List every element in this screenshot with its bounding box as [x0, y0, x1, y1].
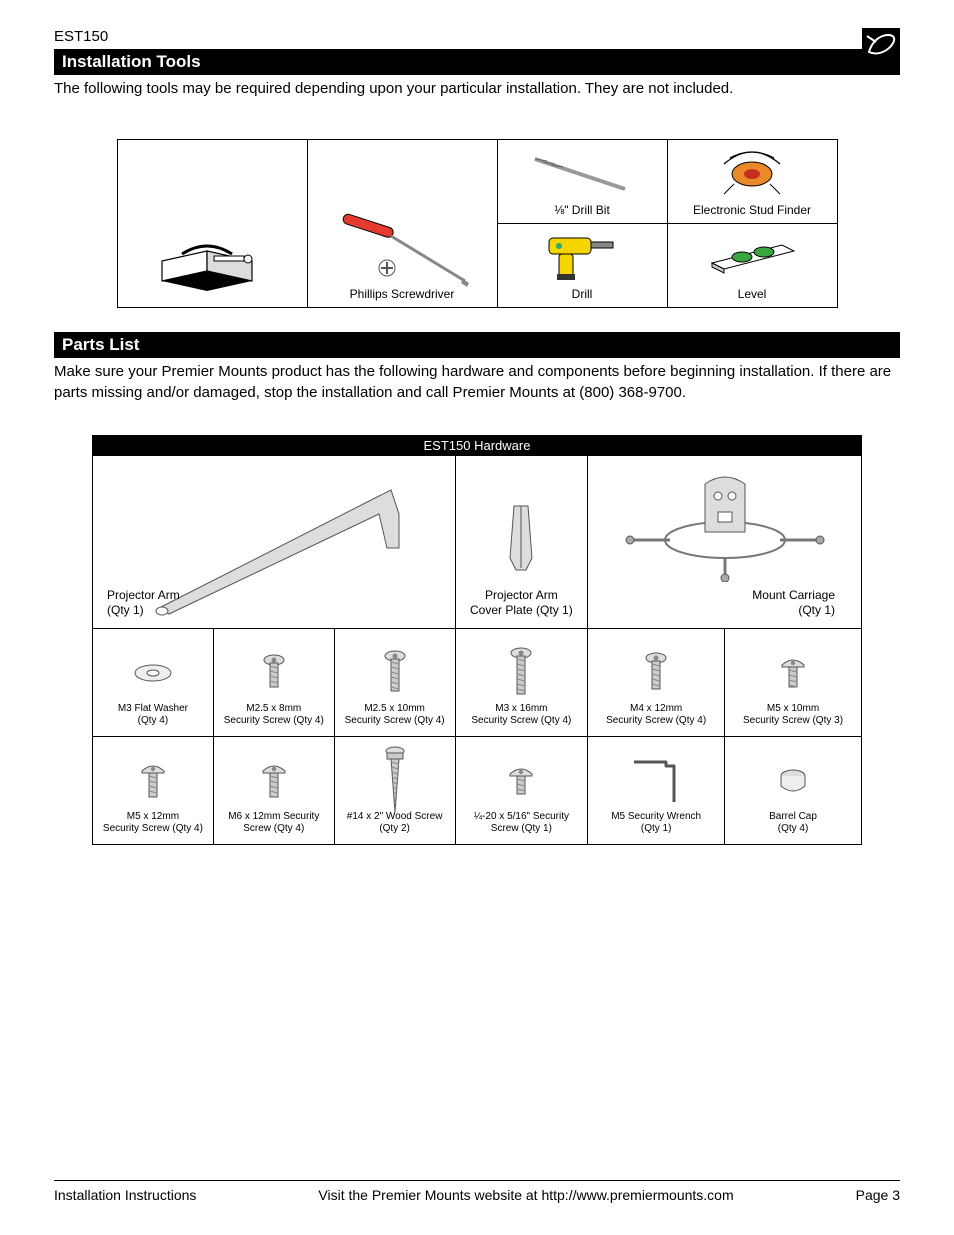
- mount-carriage-icon: [610, 462, 840, 582]
- hardware-name: M2.5 x 10mm: [364, 703, 425, 714]
- hardware-icon: [460, 646, 584, 701]
- hardware-cell: M5 x 12mmSecurity Screw (Qty 4): [93, 736, 214, 844]
- cover-plate-qty: Cover Plate (Qty 1): [470, 603, 573, 617]
- hardware-name: M5 x 12mm: [127, 811, 179, 822]
- page-footer: Installation Instructions Visit the Prem…: [54, 1180, 900, 1203]
- projector-arm-name: Projector Arm: [107, 588, 180, 602]
- hardware-icon: [97, 754, 209, 809]
- hardware-qty: Security Screw (Qty 4): [103, 823, 203, 834]
- footer-left: Installation Instructions: [54, 1187, 196, 1203]
- hardware-cell: M3 Flat Washer(Qty 4): [93, 628, 214, 736]
- stud-finder-icon: [674, 144, 831, 199]
- hardware-icon: [97, 646, 209, 701]
- hardware-icon: [460, 754, 584, 809]
- hardware-cell: M2.5 x 10mmSecurity Screw (Qty 4): [334, 628, 455, 736]
- tools-intro-text: The following tools may be required depe…: [54, 75, 900, 109]
- hardware-name: M6 x 12mm Security: [228, 811, 319, 822]
- brand-logo-icon: [862, 28, 900, 62]
- hardware-cell: M5 x 10mmSecurity Screw (Qty 3): [725, 628, 862, 736]
- stud-finder-label: Electronic Stud Finder: [674, 199, 831, 217]
- projector-arm-qty: (Qty 1): [107, 603, 144, 617]
- hardware-icon: [339, 646, 451, 701]
- hardware-qty: (Qty 2): [379, 823, 410, 834]
- parts-intro-text: Make sure your Premier Mounts product ha…: [54, 358, 900, 413]
- level-label: Level: [674, 283, 831, 301]
- hardware-qty: Security Screw (Qty 4): [471, 715, 571, 726]
- mount-carriage-qty: (Qty 1): [798, 603, 835, 617]
- section-installation-tools: Installation Tools: [54, 49, 900, 75]
- hardware-icon: [592, 646, 720, 701]
- parts-table-header: EST150 Hardware: [93, 435, 862, 455]
- hardware-cell: M3 x 16mmSecurity Screw (Qty 4): [455, 628, 588, 736]
- hardware-name: M5 x 10mm: [767, 703, 819, 714]
- hardware-icon: [592, 754, 720, 809]
- model-code: EST150: [54, 28, 108, 47]
- hardware-icon: [218, 646, 330, 701]
- hardware-qty: (Qty 4): [778, 823, 809, 834]
- drill-label: Drill: [504, 283, 661, 301]
- footer-middle: Visit the Premier Mounts website at http…: [196, 1187, 855, 1203]
- hardware-qty: Security Screw (Qty 3): [743, 715, 843, 726]
- hardware-name: M2.5 x 8mm: [246, 703, 301, 714]
- cover-plate-icon: [496, 498, 546, 578]
- tools-table: Phillips Screwdriver ⅛" Drill Bit: [117, 139, 838, 308]
- section-parts-list: Parts List: [54, 332, 900, 358]
- hardware-icon: [729, 646, 857, 701]
- hardware-qty: Security Screw (Qty 4): [224, 715, 324, 726]
- parts-table: EST150 Hardware Projector Arm (Qty 1): [92, 435, 862, 845]
- hardware-qty: Security Screw (Qty 4): [606, 715, 706, 726]
- hardware-qty: Screw (Qty 4): [243, 823, 304, 834]
- hardware-qty: (Qty 1): [641, 823, 672, 834]
- hardware-cell: M2.5 x 8mmSecurity Screw (Qty 4): [213, 628, 334, 736]
- hardware-name: Barrel Cap: [769, 811, 817, 822]
- hardware-name: #14 x 2" Wood Screw: [347, 811, 443, 822]
- toolbox-icon: [124, 231, 301, 301]
- hardware-name: M3 x 16mm: [495, 703, 547, 714]
- hardware-cell: #14 x 2" Wood Screw(Qty 2): [334, 736, 455, 844]
- hardware-qty: Screw (Qty 1): [491, 823, 552, 834]
- hardware-cell: M4 x 12mmSecurity Screw (Qty 4): [588, 628, 725, 736]
- screwdriver-icon: [314, 213, 491, 283]
- hardware-name: M4 x 12mm: [630, 703, 682, 714]
- hardware-qty: (Qty 4): [138, 715, 169, 726]
- drill-icon: [504, 228, 661, 283]
- footer-right: Page 3: [856, 1187, 900, 1203]
- hardware-name: ¼-20 x 5/16" Security: [474, 811, 569, 822]
- hardware-cell: ¼-20 x 5/16" SecurityScrew (Qty 1): [455, 736, 588, 844]
- hardware-name: M5 Security Wrench: [611, 811, 701, 822]
- level-icon: [674, 228, 831, 283]
- hardware-icon: [218, 754, 330, 809]
- drill-bit-label: ⅛" Drill Bit: [504, 199, 661, 217]
- hardware-cell: M5 Security Wrench(Qty 1): [588, 736, 725, 844]
- hardware-cell: M6 x 12mm SecurityScrew (Qty 4): [213, 736, 334, 844]
- drill-bit-icon: [504, 144, 661, 199]
- hardware-qty: Security Screw (Qty 4): [345, 715, 445, 726]
- hardware-icon: [729, 754, 857, 809]
- hardware-name: M3 Flat Washer: [118, 703, 188, 714]
- cover-plate-name: Projector Arm: [485, 588, 558, 602]
- mount-carriage-name: Mount Carriage: [752, 588, 835, 602]
- hardware-cell: Barrel Cap(Qty 4): [725, 736, 862, 844]
- hardware-icon: [339, 754, 451, 809]
